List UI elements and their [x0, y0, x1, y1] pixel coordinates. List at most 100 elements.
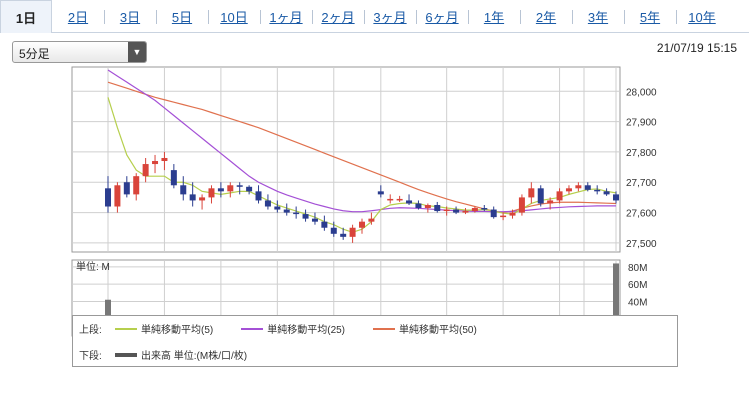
legend-item-ma25: 単純移動平均(25): [241, 321, 345, 336]
candle-body: [208, 188, 215, 198]
tab-range-11[interactable]: 3年: [572, 0, 624, 33]
candle-body: [274, 206, 281, 210]
y-tick-label: 27,900: [626, 118, 657, 129]
y-tick-label: 27,600: [626, 209, 657, 220]
candle-body: [264, 200, 271, 207]
candle-body: [189, 194, 196, 201]
tab-range-2[interactable]: 3日: [104, 0, 156, 33]
tab-range-0[interactable]: 1日: [0, 0, 52, 34]
legend-label-ma50: 単純移動平均(50): [399, 325, 477, 336]
candle-body: [575, 185, 582, 189]
legend-swatch-ma5: [115, 327, 137, 330]
candle-body: [565, 188, 572, 192]
volume-y-tick-label: 80M: [628, 263, 647, 274]
candle-body: [142, 164, 149, 177]
candle-body: [406, 200, 413, 204]
candle-body: [584, 185, 591, 190]
candle-body: [293, 212, 300, 215]
candle-body: [537, 188, 544, 204]
legend-row-upper: 上段: 単純移動平均(5) 単純移動平均(25) 単純移動平均(50): [79, 321, 505, 336]
candle-body: [594, 189, 601, 192]
candle-body: [123, 182, 130, 195]
legend-row-label-lower: 下段:: [79, 351, 102, 362]
candle-body: [349, 227, 356, 237]
tab-range-8[interactable]: 6ヶ月: [416, 0, 468, 33]
candle-body: [490, 209, 497, 218]
candle-body: [556, 191, 563, 201]
candle-body: [500, 215, 507, 218]
candle-body: [133, 176, 140, 195]
candle-body: [603, 191, 610, 195]
chevron-down-icon: ▼: [128, 42, 146, 62]
legend-label-ma25: 単純移動平均(25): [267, 325, 346, 336]
tab-range-12[interactable]: 5年: [624, 0, 676, 33]
series-line-ma50: [107, 81, 617, 214]
tab-range-10[interactable]: 2年: [520, 0, 572, 33]
series-line-ma25: [107, 69, 616, 213]
candle-body: [443, 209, 450, 212]
candle-body: [453, 209, 460, 213]
candle-body: [114, 185, 121, 207]
y-tick-label: 27,800: [626, 148, 657, 159]
candle-body: [434, 204, 441, 212]
candle-body: [340, 233, 347, 237]
candle-body: [528, 188, 535, 198]
volume-y-tick-label: 60M: [628, 280, 647, 291]
legend-row-lower: 下段: 出来高 単位:(M株/口/枚): [79, 347, 275, 362]
candle-body: [321, 221, 328, 228]
legend-swatch-ma25: [241, 327, 264, 330]
tab-range-6[interactable]: 2ヶ月: [312, 0, 364, 33]
candle-body: [302, 214, 309, 219]
legend-item-ma5: 単純移動平均(5): [115, 321, 213, 336]
volume-unit-label: 単位: M: [76, 260, 110, 273]
legend-label-volume: 出来高 単位:(M株/口/枚): [141, 351, 248, 362]
candle-body: [415, 203, 422, 209]
candle-body: [377, 191, 384, 195]
tab-range-5[interactable]: 1ヶ月: [260, 0, 312, 33]
tab-range-4[interactable]: 10日: [208, 0, 260, 33]
tab-range-9[interactable]: 1年: [468, 0, 520, 33]
legend-row-label-upper: 上段:: [79, 325, 102, 336]
candle-body: [547, 200, 554, 204]
candle-body: [424, 204, 431, 209]
candle-body: [359, 221, 365, 228]
legend-box: 上段: 単純移動平均(5) 単純移動平均(25) 単純移動平均(50) 下段: …: [72, 315, 678, 367]
legend-swatch-ma50: [373, 327, 396, 330]
candle-body: [311, 218, 318, 222]
candle-body: [283, 209, 290, 213]
candle-body: [180, 185, 187, 195]
tab-range-7[interactable]: 3ヶ月: [364, 0, 416, 33]
candle-body: [217, 188, 224, 192]
candle-body: [368, 218, 375, 222]
interval-select-value: 5分足: [19, 47, 50, 61]
candle-body: [481, 208, 488, 210]
candle-body: [396, 198, 403, 201]
legend-item-ma50: 単純移動平均(50): [373, 321, 477, 336]
interval-select[interactable]: 5分足 ▼: [12, 41, 147, 63]
candle-body: [518, 197, 525, 213]
candle-body: [246, 186, 253, 192]
candle-body: [105, 188, 111, 207]
candle-body: [152, 161, 159, 165]
candle-body: [613, 194, 619, 201]
y-tick-label: 27,700: [626, 178, 657, 189]
candle-body: [255, 191, 262, 201]
candle-body: [199, 197, 206, 201]
range-tabs: 1日 2日 3日 5日 10日 1ヶ月 2ヶ月 3ヶ月 6ヶ月 1年 2年 3年 5年 10年: [0, 0, 749, 34]
y-tick-label: 28,000: [626, 87, 657, 98]
candle-body: [227, 185, 234, 192]
candle-body: [161, 157, 168, 162]
candle-body: [462, 211, 469, 213]
candle-body: [387, 198, 394, 201]
candle-body: [236, 185, 243, 187]
tab-range-3[interactable]: 5日: [156, 0, 208, 33]
legend-label-ma5: 単純移動平均(5): [141, 325, 214, 336]
candle-body: [170, 170, 177, 186]
legend-swatch-volume: [115, 352, 137, 357]
volume-y-tick-label: 40M: [628, 297, 647, 308]
candle-body: [330, 227, 337, 234]
volume-bar: [613, 263, 619, 336]
tab-range-13[interactable]: 10年: [676, 0, 728, 33]
candle-body: [509, 212, 516, 216]
tab-range-1[interactable]: 2日: [67, 10, 89, 25]
